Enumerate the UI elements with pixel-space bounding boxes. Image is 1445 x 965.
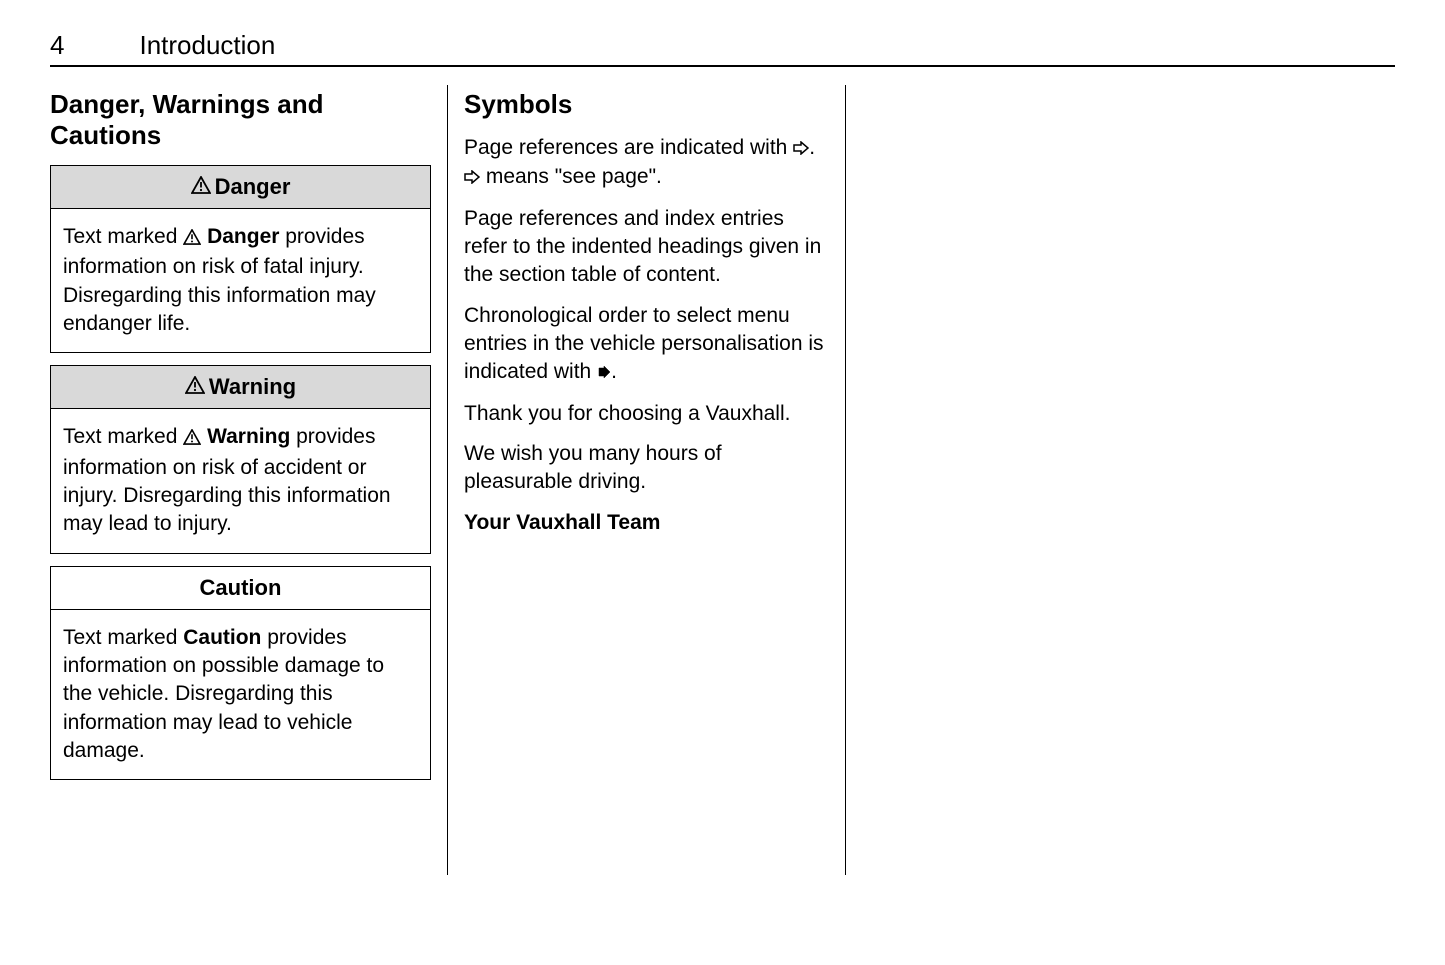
danger-box-header: Danger xyxy=(51,166,430,209)
caution-box-title: Caution xyxy=(200,575,282,601)
column-1: Danger, Warnings and Cautions Danger Tex… xyxy=(50,85,448,875)
page-header: 4 Introduction xyxy=(50,30,1395,67)
caution-body-pre: Text marked xyxy=(63,626,183,649)
symbols-p2: Page references and index entries refer … xyxy=(464,205,829,290)
danger-body-bold: Danger xyxy=(207,225,279,248)
caution-box-header: Caution xyxy=(51,567,430,610)
symbols-p3: Chronological order to select menu entri… xyxy=(464,302,829,388)
col2-heading: Symbols xyxy=(464,89,829,120)
signoff: Your Vauxhall Team xyxy=(464,509,829,537)
danger-box-title: Danger xyxy=(215,174,291,200)
danger-box-body: Text marked Danger provides information … xyxy=(51,209,430,352)
warning-box-header: Warning xyxy=(51,366,430,409)
warning-body-bold: Warning xyxy=(207,425,290,448)
danger-box: Danger Text marked Danger provides infor… xyxy=(50,165,431,353)
menu-arrow-icon xyxy=(597,359,611,387)
section-title: Introduction xyxy=(139,30,275,61)
warning-triangle-icon xyxy=(183,225,201,253)
columns-container: Danger, Warnings and Cautions Danger Tex… xyxy=(50,85,1395,875)
symbols-p4: Thank you for choosing a Vauxhall. xyxy=(464,400,829,428)
symbols-p1: Page references are indicated with . mea… xyxy=(464,134,829,193)
col1-heading: Danger, Warnings and Cautions xyxy=(50,89,431,151)
column-3 xyxy=(846,85,1244,875)
warning-triangle-icon xyxy=(191,174,211,200)
warning-body-pre: Text marked xyxy=(63,425,183,448)
caution-body-bold: Caution xyxy=(183,626,261,649)
column-2: Symbols Page references are indicated wi… xyxy=(448,85,846,875)
p1-post: . xyxy=(809,136,815,159)
caution-box: Caution Text marked Caution provides inf… xyxy=(50,566,431,781)
page-number: 4 xyxy=(50,30,64,61)
p1b-post: means "see page". xyxy=(480,165,662,188)
warning-triangle-icon xyxy=(183,425,201,453)
p3-pre: Chronological order to select menu entri… xyxy=(464,304,824,384)
p3-post: . xyxy=(611,360,617,383)
warning-triangle-icon xyxy=(185,374,205,400)
caution-box-body: Text marked Caution provides information… xyxy=(51,610,430,780)
p1-pre: Page references are indicated with xyxy=(464,136,793,159)
warning-box-title: Warning xyxy=(209,374,296,400)
danger-body-pre: Text marked xyxy=(63,225,183,248)
warning-box: Warning Text marked Warning provides inf… xyxy=(50,365,431,553)
see-page-arrow-icon xyxy=(464,164,480,192)
see-page-arrow-icon xyxy=(793,135,809,163)
warning-box-body: Text marked Warning provides information… xyxy=(51,409,430,552)
symbols-p5: We wish you many hours of pleasurable dr… xyxy=(464,440,829,497)
